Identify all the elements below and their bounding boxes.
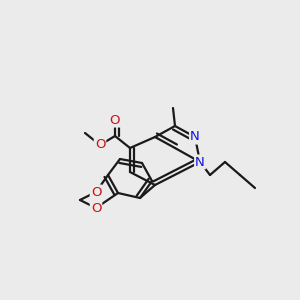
Text: N: N — [195, 155, 205, 169]
Text: O: O — [91, 185, 101, 199]
Text: N: N — [190, 130, 200, 143]
Text: O: O — [91, 202, 101, 214]
Text: O: O — [110, 113, 120, 127]
Text: O: O — [95, 139, 105, 152]
